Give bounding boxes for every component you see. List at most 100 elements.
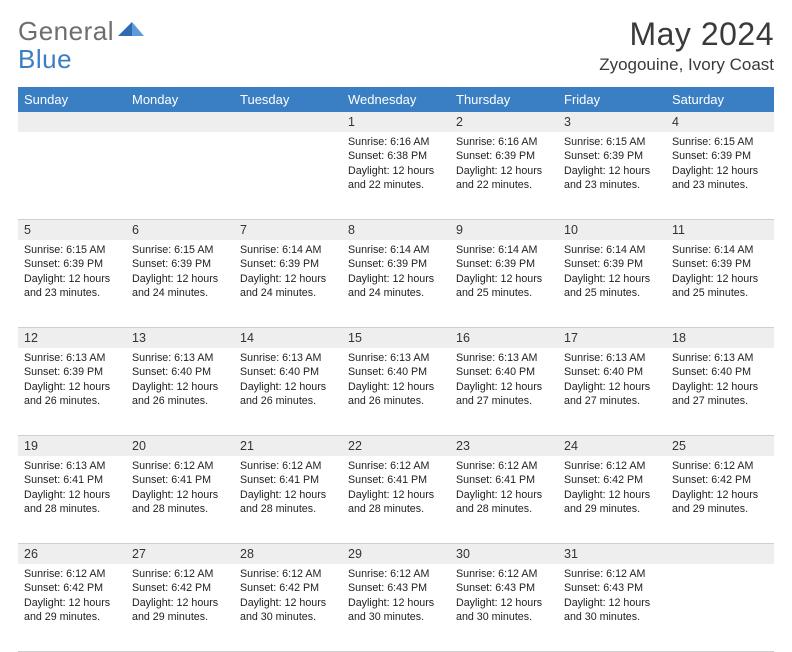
daytext-row: Sunrise: 6:16 AMSunset: 6:38 PMDaylight:… [18, 132, 774, 220]
month-title: May 2024 [599, 16, 774, 53]
day-detail-cell [234, 132, 342, 220]
day-number-cell: 21 [234, 436, 342, 456]
day-number-cell: 28 [234, 544, 342, 564]
day-detail-cell: Sunrise: 6:15 AMSunset: 6:39 PMDaylight:… [126, 240, 234, 328]
day-detail-cell: Sunrise: 6:12 AMSunset: 6:43 PMDaylight:… [450, 564, 558, 652]
day-detail-text: Sunrise: 6:12 AMSunset: 6:41 PMDaylight:… [348, 459, 444, 517]
day-detail-text: Sunrise: 6:13 AMSunset: 6:40 PMDaylight:… [672, 351, 768, 409]
day-detail-text: Sunrise: 6:16 AMSunset: 6:39 PMDaylight:… [456, 135, 552, 193]
day-detail-text: Sunrise: 6:12 AMSunset: 6:42 PMDaylight:… [24, 567, 120, 625]
day-detail-text: Sunrise: 6:13 AMSunset: 6:39 PMDaylight:… [24, 351, 120, 409]
day-detail-text: Sunrise: 6:14 AMSunset: 6:39 PMDaylight:… [348, 243, 444, 301]
day-number-cell: 12 [18, 328, 126, 348]
day-number-cell: 24 [558, 436, 666, 456]
day-number-cell: 29 [342, 544, 450, 564]
day-detail-text: Sunrise: 6:13 AMSunset: 6:40 PMDaylight:… [564, 351, 660, 409]
day-number-cell [666, 544, 774, 564]
brand-text-blue-wrap: Blue [18, 44, 72, 75]
day-number-cell: 26 [18, 544, 126, 564]
day-detail-text: Sunrise: 6:12 AMSunset: 6:43 PMDaylight:… [564, 567, 660, 625]
day-detail-text: Sunrise: 6:12 AMSunset: 6:42 PMDaylight:… [672, 459, 768, 517]
day-number-cell [126, 112, 234, 132]
day-detail-text: Sunrise: 6:15 AMSunset: 6:39 PMDaylight:… [564, 135, 660, 193]
day-detail-text: Sunrise: 6:15 AMSunset: 6:39 PMDaylight:… [24, 243, 120, 301]
day-detail-cell: Sunrise: 6:15 AMSunset: 6:39 PMDaylight:… [666, 132, 774, 220]
day-detail-text: Sunrise: 6:13 AMSunset: 6:40 PMDaylight:… [348, 351, 444, 409]
day-detail-text: Sunrise: 6:14 AMSunset: 6:39 PMDaylight:… [240, 243, 336, 301]
day-detail-cell: Sunrise: 6:12 AMSunset: 6:41 PMDaylight:… [450, 456, 558, 544]
day-header: Sunday [18, 87, 126, 112]
day-number-cell: 16 [450, 328, 558, 348]
day-detail-cell [666, 564, 774, 652]
calendar-page: General May 2024 Zyogouine, Ivory Coast … [0, 0, 792, 612]
day-detail-text: Sunrise: 6:12 AMSunset: 6:43 PMDaylight:… [456, 567, 552, 625]
day-detail-cell: Sunrise: 6:14 AMSunset: 6:39 PMDaylight:… [450, 240, 558, 328]
day-number-cell: 10 [558, 220, 666, 240]
day-number-cell: 2 [450, 112, 558, 132]
day-number-cell: 31 [558, 544, 666, 564]
brand-mark-icon [116, 16, 146, 43]
day-detail-text: Sunrise: 6:14 AMSunset: 6:39 PMDaylight:… [564, 243, 660, 301]
day-number-cell: 5 [18, 220, 126, 240]
day-detail-cell: Sunrise: 6:13 AMSunset: 6:40 PMDaylight:… [234, 348, 342, 436]
daytext-row: Sunrise: 6:13 AMSunset: 6:41 PMDaylight:… [18, 456, 774, 544]
day-detail-cell: Sunrise: 6:16 AMSunset: 6:39 PMDaylight:… [450, 132, 558, 220]
daytext-row: Sunrise: 6:13 AMSunset: 6:39 PMDaylight:… [18, 348, 774, 436]
day-number-cell: 25 [666, 436, 774, 456]
day-number-cell: 27 [126, 544, 234, 564]
day-detail-text: Sunrise: 6:12 AMSunset: 6:41 PMDaylight:… [132, 459, 228, 517]
day-detail-text: Sunrise: 6:15 AMSunset: 6:39 PMDaylight:… [132, 243, 228, 301]
day-number-cell: 14 [234, 328, 342, 348]
calendar-table: Sunday Monday Tuesday Wednesday Thursday… [18, 87, 774, 652]
title-block: May 2024 Zyogouine, Ivory Coast [599, 16, 774, 75]
day-detail-cell: Sunrise: 6:13 AMSunset: 6:40 PMDaylight:… [126, 348, 234, 436]
day-number-cell [18, 112, 126, 132]
brand-text-blue: Blue [18, 44, 72, 74]
daytext-row: Sunrise: 6:15 AMSunset: 6:39 PMDaylight:… [18, 240, 774, 328]
day-detail-cell: Sunrise: 6:12 AMSunset: 6:41 PMDaylight:… [126, 456, 234, 544]
day-number-cell: 22 [342, 436, 450, 456]
day-number-cell: 1 [342, 112, 450, 132]
day-detail-cell: Sunrise: 6:13 AMSunset: 6:40 PMDaylight:… [450, 348, 558, 436]
day-detail-text: Sunrise: 6:12 AMSunset: 6:42 PMDaylight:… [564, 459, 660, 517]
day-detail-text: Sunrise: 6:13 AMSunset: 6:40 PMDaylight:… [240, 351, 336, 409]
day-detail-text: Sunrise: 6:16 AMSunset: 6:38 PMDaylight:… [348, 135, 444, 193]
daynum-row: 1234 [18, 112, 774, 132]
daynum-row: 262728293031 [18, 544, 774, 564]
day-detail-cell: Sunrise: 6:12 AMSunset: 6:43 PMDaylight:… [342, 564, 450, 652]
day-detail-text: Sunrise: 6:14 AMSunset: 6:39 PMDaylight:… [456, 243, 552, 301]
day-number-cell: 3 [558, 112, 666, 132]
day-number-cell: 18 [666, 328, 774, 348]
day-header: Saturday [666, 87, 774, 112]
day-detail-cell: Sunrise: 6:12 AMSunset: 6:42 PMDaylight:… [666, 456, 774, 544]
day-detail-text: Sunrise: 6:15 AMSunset: 6:39 PMDaylight:… [672, 135, 768, 193]
daynum-row: 19202122232425 [18, 436, 774, 456]
brand-text-general: General [18, 16, 114, 47]
day-number-cell: 9 [450, 220, 558, 240]
day-detail-cell: Sunrise: 6:14 AMSunset: 6:39 PMDaylight:… [342, 240, 450, 328]
day-detail-cell: Sunrise: 6:12 AMSunset: 6:43 PMDaylight:… [558, 564, 666, 652]
day-detail-cell: Sunrise: 6:15 AMSunset: 6:39 PMDaylight:… [18, 240, 126, 328]
day-detail-text: Sunrise: 6:13 AMSunset: 6:40 PMDaylight:… [456, 351, 552, 409]
day-detail-cell: Sunrise: 6:12 AMSunset: 6:42 PMDaylight:… [126, 564, 234, 652]
day-number-cell: 8 [342, 220, 450, 240]
day-header-row: Sunday Monday Tuesday Wednesday Thursday… [18, 87, 774, 112]
day-detail-cell: Sunrise: 6:14 AMSunset: 6:39 PMDaylight:… [234, 240, 342, 328]
day-header: Tuesday [234, 87, 342, 112]
day-detail-cell: Sunrise: 6:13 AMSunset: 6:40 PMDaylight:… [666, 348, 774, 436]
day-number-cell: 20 [126, 436, 234, 456]
day-number-cell: 23 [450, 436, 558, 456]
day-number-cell: 6 [126, 220, 234, 240]
day-header: Thursday [450, 87, 558, 112]
day-detail-cell: Sunrise: 6:12 AMSunset: 6:42 PMDaylight:… [558, 456, 666, 544]
day-header: Monday [126, 87, 234, 112]
day-detail-cell [18, 132, 126, 220]
day-detail-cell: Sunrise: 6:13 AMSunset: 6:41 PMDaylight:… [18, 456, 126, 544]
day-number-cell: 13 [126, 328, 234, 348]
day-detail-cell: Sunrise: 6:16 AMSunset: 6:38 PMDaylight:… [342, 132, 450, 220]
location-label: Zyogouine, Ivory Coast [599, 55, 774, 75]
day-detail-text: Sunrise: 6:13 AMSunset: 6:40 PMDaylight:… [132, 351, 228, 409]
day-detail-cell: Sunrise: 6:15 AMSunset: 6:39 PMDaylight:… [558, 132, 666, 220]
header: General May 2024 Zyogouine, Ivory Coast [18, 16, 774, 75]
day-detail-cell: Sunrise: 6:12 AMSunset: 6:42 PMDaylight:… [18, 564, 126, 652]
